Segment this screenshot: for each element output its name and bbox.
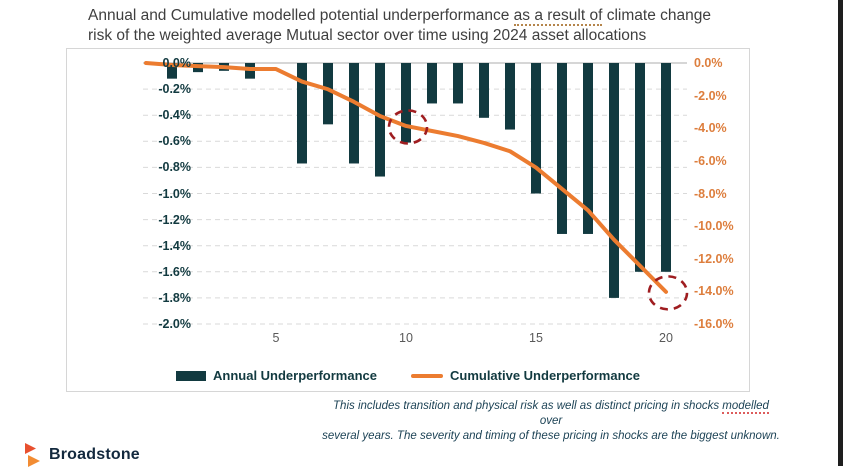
legend-item-annual: Annual Underperformance [176, 368, 377, 383]
left-axis-tick-label: -0.2% [158, 82, 191, 97]
right-axis-tick-label: -16.0% [694, 317, 734, 331]
x-axis-tick-label: 10 [399, 331, 413, 345]
right-axis-tick-label: -6.0% [694, 153, 727, 168]
right-axis-tick-label: -8.0% [694, 186, 727, 201]
broadstone-logo: Broadstone [24, 443, 140, 467]
legend-item-cumulative: Cumulative Underperformance [410, 368, 640, 383]
annual-underperformance-bar [531, 63, 541, 194]
right-axis-tick-label: -12.0% [694, 251, 734, 266]
annual-underperformance-bar [427, 63, 437, 104]
x-axis-tick-label: 5 [272, 331, 280, 345]
title-text: climate change [602, 7, 711, 24]
cumulative-line-swatch [410, 373, 443, 378]
right-axis-tick-label: -14.0% [694, 284, 734, 299]
right-axis-tick-label: -10.0% [694, 219, 734, 234]
left-axis-tick-label: -1.6% [158, 264, 191, 279]
annual-underperformance-bar [323, 63, 333, 125]
left-axis-tick-label: -1.2% [158, 212, 191, 227]
dashed-circle-annotation [387, 109, 429, 145]
footnote-text: This includes transition and physical ri… [333, 400, 723, 412]
left-axis-tick-label: -1.0% [158, 186, 191, 201]
annual-underperformance-bar [453, 63, 463, 104]
combo-chart [143, 61, 689, 325]
title-text-line2: risk of the weighted average Mutual sect… [88, 27, 647, 44]
left-axis-tick-label: 0.0% [162, 56, 192, 70]
annual-underperformance-bar [635, 63, 645, 272]
left-axis-tick-label: -0.6% [158, 134, 191, 149]
annual-underperformance-bar [661, 63, 671, 272]
right-axis-tick-label: -4.0% [694, 121, 727, 136]
annual-underperformance-bar [583, 63, 593, 234]
annual-underperformance-bar [401, 63, 411, 143]
chart-plot-area: 0.0% -0.2% -0.4% -0.6% -0.8% -1.0% -1.2% -1.4% -… [66, 48, 750, 392]
x-axis-tick-label: 20 [659, 331, 673, 345]
annual-underperformance-bar [505, 63, 515, 130]
broadstone-logo-text: Broadstone [49, 446, 140, 463]
annual-underperformance-bar [349, 63, 359, 164]
annual-underperformance-bar [479, 63, 489, 118]
footnote: This includes transition and physical ri… [322, 399, 780, 444]
annual-underperformance-bar [167, 63, 177, 79]
annual-underperformance-bar [609, 63, 619, 298]
annual-bar-swatch [176, 370, 206, 381]
legend-label: Cumulative Underperformance [449, 368, 640, 383]
title-text: Annual and Cumulative modelled potential… [88, 7, 514, 24]
left-axis-tick-label: -2.0% [158, 317, 191, 331]
left-axis-tick-label: -0.8% [158, 160, 191, 175]
footnote-text-line2: several years. The severity and timing o… [322, 430, 780, 442]
chart-title: Annual and Cumulative modelled potential… [88, 6, 768, 46]
annual-underperformance-bar [297, 63, 307, 164]
legend: Annual Underperformance Cumulative Under… [67, 368, 749, 383]
right-axis-tick-label: 0.0% [694, 56, 723, 70]
annual-underperformance-bar [557, 63, 567, 234]
dashed-circle-annotation [647, 275, 689, 311]
window-edge-strip [838, 0, 843, 466]
footnote-text: over [539, 415, 563, 427]
cumulative-underperformance-line [144, 61, 668, 294]
footnote-spellcheck-underline: modelled [722, 400, 769, 414]
x-axis-tick-label: 15 [529, 331, 543, 345]
left-axis-tick-label: -1.4% [158, 238, 191, 253]
right-axis-tick-label: -2.0% [694, 88, 727, 103]
left-axis-tick-label: -0.4% [158, 108, 191, 123]
annual-underperformance-bar [375, 63, 385, 177]
legend-label: Annual Underperformance [213, 368, 377, 383]
broadstone-logo-icon [25, 443, 40, 467]
title-spellcheck-underline: as a result of [513, 7, 603, 26]
left-axis-tick-label: -1.8% [158, 290, 191, 305]
